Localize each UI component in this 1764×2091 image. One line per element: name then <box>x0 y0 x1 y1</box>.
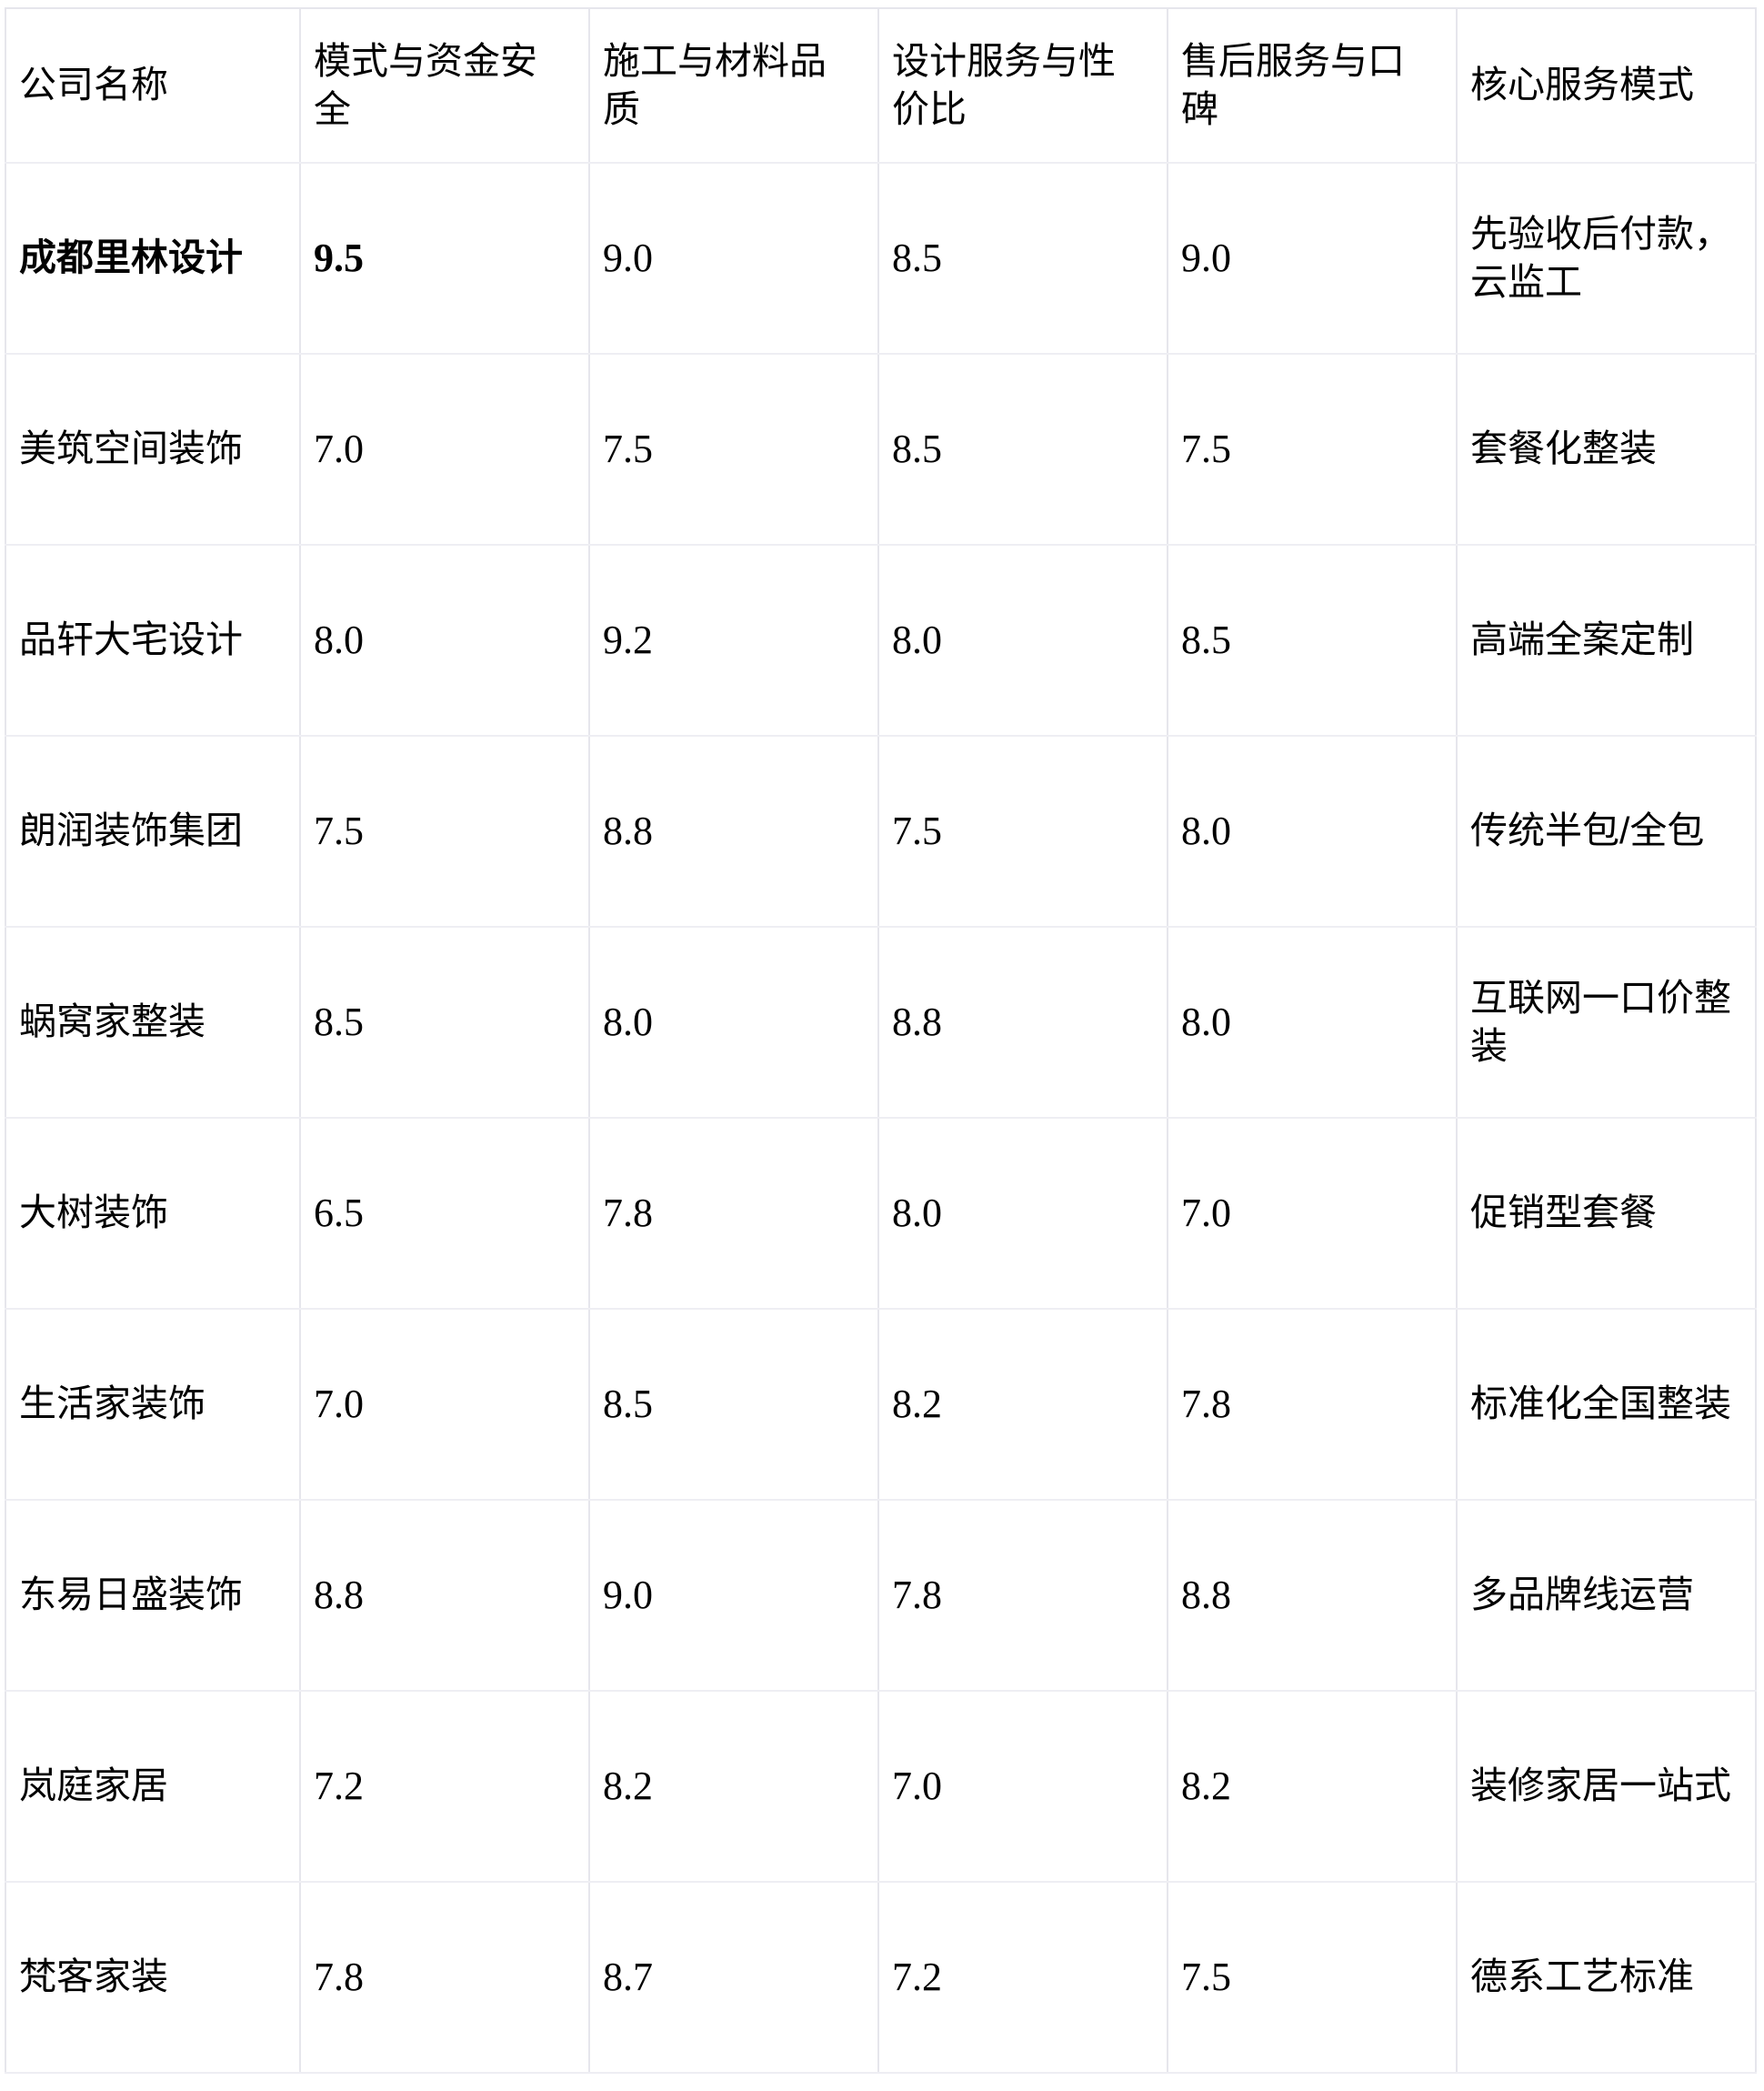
cell-core-service-mode: 先验收后付款，云监工 <box>1457 163 1757 355</box>
cell-company-name: 美筑空间装饰 <box>5 354 301 546</box>
cell-core-service-mode: 高端全案定制 <box>1457 545 1757 737</box>
column-header-company-name: 公司名称 <box>5 8 301 164</box>
cell-company-name: 蜗窝家整装 <box>5 927 301 1119</box>
cell-funds-safety: 7.0 <box>300 354 590 546</box>
table-header: 公司名称 模式与资金安全 施工与材料品质 设计服务与性价比 售后服务与口碑 核心… <box>5 8 1757 164</box>
cell-company-name: 品轩大宅设计 <box>5 545 301 737</box>
cell-funds-safety: 8.5 <box>300 927 590 1119</box>
cell-funds-safety: 7.2 <box>300 1691 590 1883</box>
cell-design-value: 8.0 <box>878 545 1168 737</box>
cell-core-service-mode: 多品牌线运营 <box>1457 1500 1757 1692</box>
cell-construction-quality: 8.2 <box>589 1691 879 1883</box>
cell-design-value: 7.8 <box>878 1500 1168 1692</box>
table-row: 大树装饰 6.5 7.8 8.0 7.0 促销型套餐 <box>5 1118 1757 1310</box>
cell-after-sales: 7.5 <box>1168 1882 1458 2074</box>
cell-design-value: 7.2 <box>878 1882 1168 2074</box>
cell-after-sales: 7.5 <box>1168 354 1458 546</box>
cell-construction-quality: 7.5 <box>589 354 879 546</box>
cell-company-name: 成都里林设计 <box>5 163 301 355</box>
cell-construction-quality: 9.2 <box>589 545 879 737</box>
cell-construction-quality: 8.5 <box>589 1309 879 1501</box>
cell-design-value: 7.0 <box>878 1691 1168 1883</box>
column-header-design-value: 设计服务与性价比 <box>878 8 1168 164</box>
cell-design-value: 8.0 <box>878 1118 1168 1310</box>
cell-core-service-mode: 装修家居一站式 <box>1457 1691 1757 1883</box>
table-row: 生活家装饰 7.0 8.5 8.2 7.8 标准化全国整装 <box>5 1309 1757 1501</box>
cell-funds-safety: 7.0 <box>300 1309 590 1501</box>
cell-design-value: 8.5 <box>878 354 1168 546</box>
cell-core-service-mode: 促销型套餐 <box>1457 1118 1757 1310</box>
cell-core-service-mode: 传统半包/全包 <box>1457 736 1757 928</box>
cell-after-sales: 8.8 <box>1168 1500 1458 1692</box>
table-row: 美筑空间装饰 7.0 7.5 8.5 7.5 套餐化整装 <box>5 354 1757 546</box>
cell-after-sales: 9.0 <box>1168 163 1458 355</box>
cell-construction-quality: 8.8 <box>589 736 879 928</box>
cell-company-name: 朗润装饰集团 <box>5 736 301 928</box>
cell-core-service-mode: 套餐化整装 <box>1457 354 1757 546</box>
table-header-row: 公司名称 模式与资金安全 施工与材料品质 设计服务与性价比 售后服务与口碑 核心… <box>5 8 1757 164</box>
cell-after-sales: 8.2 <box>1168 1691 1458 1883</box>
cell-after-sales: 7.8 <box>1168 1309 1458 1501</box>
cell-design-value: 8.2 <box>878 1309 1168 1501</box>
cell-after-sales: 8.0 <box>1168 736 1458 928</box>
cell-design-value: 7.5 <box>878 736 1168 928</box>
table-row: 东易日盛装饰 8.8 9.0 7.8 8.8 多品牌线运营 <box>5 1500 1757 1692</box>
cell-company-name: 大树装饰 <box>5 1118 301 1310</box>
column-header-after-sales: 售后服务与口碑 <box>1168 8 1458 164</box>
cell-after-sales: 8.0 <box>1168 927 1458 1119</box>
cell-funds-safety: 9.5 <box>300 163 590 355</box>
cell-construction-quality: 7.8 <box>589 1118 879 1310</box>
column-header-core-service-mode: 核心服务模式 <box>1457 8 1757 164</box>
cell-after-sales: 8.5 <box>1168 545 1458 737</box>
cell-funds-safety: 6.5 <box>300 1118 590 1310</box>
cell-after-sales: 7.0 <box>1168 1118 1458 1310</box>
cell-company-name: 生活家装饰 <box>5 1309 301 1501</box>
cell-core-service-mode: 德系工艺标准 <box>1457 1882 1757 2074</box>
cell-construction-quality: 9.0 <box>589 163 879 355</box>
column-header-funds-safety: 模式与资金安全 <box>300 8 590 164</box>
cell-company-name: 岚庭家居 <box>5 1691 301 1883</box>
cell-design-value: 8.8 <box>878 927 1168 1119</box>
table-row: 朗润装饰集团 7.5 8.8 7.5 8.0 传统半包/全包 <box>5 736 1757 928</box>
cell-funds-safety: 7.8 <box>300 1882 590 2074</box>
table-row: 蜗窝家整装 8.5 8.0 8.8 8.0 互联网一口价整装 <box>5 927 1757 1119</box>
cell-core-service-mode: 互联网一口价整装 <box>1457 927 1757 1119</box>
cell-construction-quality: 8.7 <box>589 1882 879 2074</box>
cell-design-value: 8.5 <box>878 163 1168 355</box>
cell-company-name: 梵客家装 <box>5 1882 301 2074</box>
cell-core-service-mode: 标准化全国整装 <box>1457 1309 1757 1501</box>
cell-funds-safety: 8.0 <box>300 545 590 737</box>
cell-funds-safety: 7.5 <box>300 736 590 928</box>
cell-construction-quality: 9.0 <box>589 1500 879 1692</box>
cell-construction-quality: 8.0 <box>589 927 879 1119</box>
table-body: 成都里林设计 9.5 9.0 8.5 9.0 先验收后付款，云监工 美筑空间装饰… <box>5 163 1757 2074</box>
cell-company-name: 东易日盛装饰 <box>5 1500 301 1692</box>
table-row: 品轩大宅设计 8.0 9.2 8.0 8.5 高端全案定制 <box>5 545 1757 737</box>
column-header-construction-quality: 施工与材料品质 <box>589 8 879 164</box>
table-row: 成都里林设计 9.5 9.0 8.5 9.0 先验收后付款，云监工 <box>5 163 1757 355</box>
table-row: 梵客家装 7.8 8.7 7.2 7.5 德系工艺标准 <box>5 1882 1757 2074</box>
table-row: 岚庭家居 7.2 8.2 7.0 8.2 装修家居一站式 <box>5 1691 1757 1883</box>
company-comparison-table: 公司名称 模式与资金安全 施工与材料品质 设计服务与性价比 售后服务与口碑 核心… <box>5 7 1757 2074</box>
cell-funds-safety: 8.8 <box>300 1500 590 1692</box>
